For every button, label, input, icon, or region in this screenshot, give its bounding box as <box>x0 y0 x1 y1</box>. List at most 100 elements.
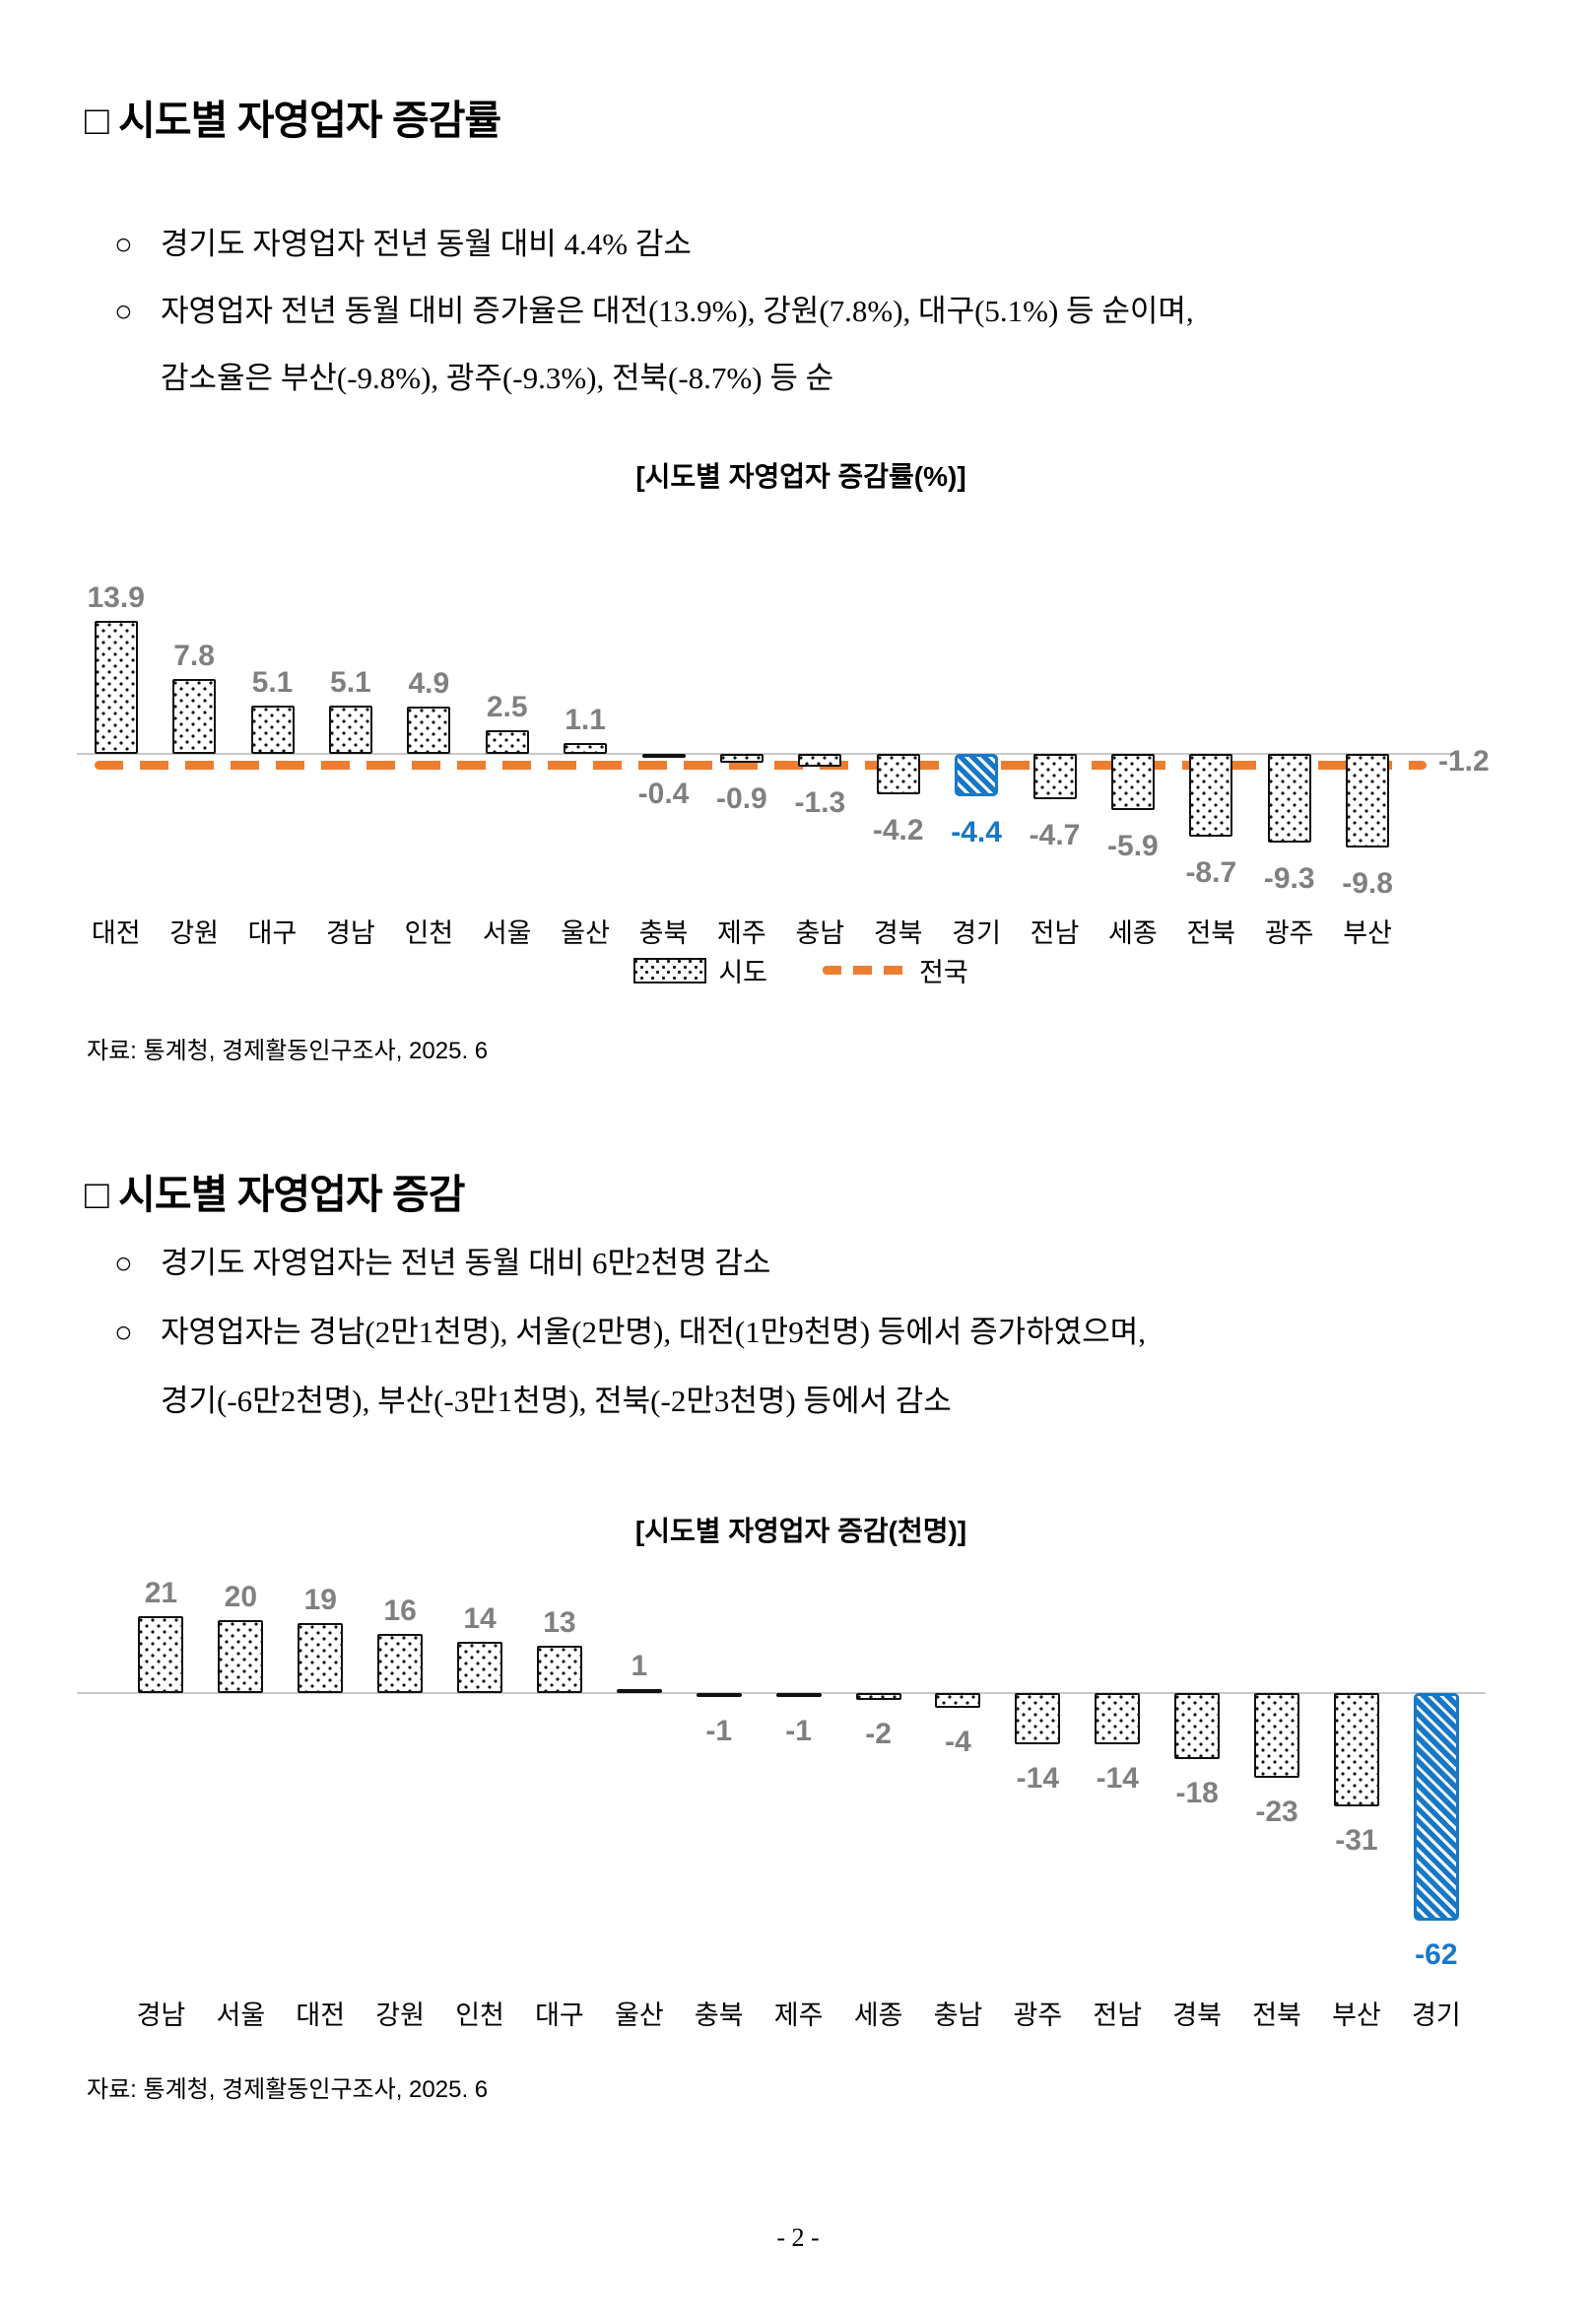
legend-label-sido: 시도 <box>718 958 767 987</box>
legend-dotted-bar-swatch <box>633 957 707 983</box>
category-label: 경북 <box>1172 2001 1222 2030</box>
count-chart-categories: 경남 서울 대전 강원 인천 대구 울산 충북 제주 세종 충남 광주 전남 경북 전북 부산 경기 <box>77 1994 1525 2030</box>
category-label: 광주 <box>1013 2001 1063 2030</box>
category-label: 경남 <box>326 918 375 948</box>
category-label: 부산 <box>1332 2001 1381 2030</box>
value-label: -14 <box>1096 1762 1139 1795</box>
value-label: 4.9 <box>408 667 450 700</box>
chart-title: [시도별 자영업자 증감률(%)] <box>635 461 966 492</box>
bullet-marker: ○ <box>114 294 133 328</box>
category-label: 대구 <box>535 2001 584 2030</box>
value-label: -2 <box>865 1718 892 1750</box>
bullet-line: 경기도 자영업자 전년 동월 대비 4.4% 감소 <box>161 227 692 261</box>
category-label: 서울 <box>216 2001 266 2030</box>
value-label: -5.9 <box>1107 830 1159 862</box>
bar-대전 <box>94 621 138 754</box>
bar-울산 <box>564 743 608 754</box>
bar-전북 <box>1189 754 1233 837</box>
bullet-lines: 경기도 자영업자 전년 동월 대비 4.4% 감소 <box>161 225 1194 292</box>
section-heading-rate: □ 시도별 자영업자 증감률 <box>85 98 501 143</box>
rate-chart-categories: 대전 강원 대구 경남 인천 서울 울산 충북 제주 충남 경북 경기 전남 세종 전북 광주 부산 <box>77 912 1525 948</box>
value-label: 20 <box>224 1581 258 1613</box>
bar-서울 <box>218 1620 264 1693</box>
rate-chart-plot: -1.2 13.9 7.8 5.1 5.1 4.9 2.5 1.1 -0.4 -0.9 -1.3 -4… <box>77 547 1525 902</box>
bar-대구 <box>536 1646 582 1693</box>
bar-전북 <box>1254 1693 1300 1778</box>
section-bullets-rate: ○ 경기도 자영업자 전년 동월 대비 4.4% 감소 ○ 자영업자 전년 동월 대비… <box>114 225 1194 426</box>
value-label: 16 <box>383 1594 417 1627</box>
value-label: -4 <box>945 1726 971 1758</box>
bullet-line: 경기도 자영업자는 전년 동월 대비 6만2천명 감소 <box>161 1246 771 1280</box>
national-average-value: -1.2 <box>1438 744 1490 778</box>
bar-인천 <box>407 707 451 754</box>
category-label: 전북 <box>1252 2001 1301 2030</box>
value-label: -62 <box>1415 1938 1458 1971</box>
page-number: - 2 - <box>776 2223 820 2252</box>
bullet-lines: 자영업자는 경남(2만1천명), 서울(2만명), 대전(1만9천명) 등에서 … <box>161 1313 1146 1451</box>
category-label: 대전 <box>296 2001 346 2030</box>
bar-서울 <box>485 730 529 754</box>
value-label: -4.4 <box>951 816 1002 848</box>
value-label: -4.2 <box>872 814 924 847</box>
bar-대전 <box>298 1623 344 1693</box>
bar-충북 <box>641 754 686 758</box>
category-label: 울산 <box>561 918 610 948</box>
category-label: 광주 <box>1264 918 1314 948</box>
category-label: 세종 <box>1108 918 1158 948</box>
value-label: -4.7 <box>1029 819 1081 851</box>
bullet-line: 감소율은 부산(-9.8%), 광주(-9.3%), 전북(-8.7%) 등 순 <box>161 361 834 395</box>
x-axis-line <box>77 753 1456 755</box>
value-label: 2.5 <box>486 691 528 723</box>
bar-인천 <box>457 1642 503 1693</box>
bullet-item: ○ 자영업자는 경남(2만1천명), 서울(2만명), 대전(1만9천명) 등에서… <box>114 1313 1146 1451</box>
category-label: 전북 <box>1186 918 1236 948</box>
category-label: 충북 <box>638 918 689 948</box>
bar-경북 <box>1174 1693 1221 1759</box>
value-label: 13.9 <box>87 581 145 614</box>
category-label: 전남 <box>1030 918 1080 948</box>
bar-경기 <box>955 754 999 796</box>
bar-경기 <box>1413 1693 1459 1921</box>
bar-경북 <box>876 754 920 794</box>
bar-부산 <box>1333 1693 1379 1806</box>
bar-대구 <box>250 706 295 754</box>
bar-울산 <box>616 1689 662 1693</box>
category-label: 제주 <box>773 2001 824 2030</box>
category-label: 충남 <box>795 918 845 948</box>
legend-orange-dash-swatch <box>823 966 907 975</box>
value-label: -9.3 <box>1263 862 1315 895</box>
bullet-lines: 경기도 자영업자는 전년 동월 대비 6만2천명 감소 <box>161 1244 1146 1313</box>
bullet-line: 자영업자는 경남(2만1천명), 서울(2만명), 대전(1만9천명) 등에서 … <box>161 1315 1146 1349</box>
bullet-item: ○ 경기도 자영업자 전년 동월 대비 4.4% 감소 <box>114 225 1194 292</box>
category-label: 부산 <box>1343 918 1392 948</box>
bullet-line: 자영업자 전년 동월 대비 증가율은 대전(13.9%), 강원(7.8%), … <box>161 294 1194 328</box>
bar-강원 <box>172 679 217 754</box>
value-label: 5.1 <box>330 666 371 699</box>
value-label: 13 <box>543 1606 576 1639</box>
source-note-count: 자료: 통계청, 경제활동인구조사, 2025. 6 <box>87 2076 489 2103</box>
value-label: 1 <box>631 1650 648 1682</box>
bullet-line: 경기(-6만2천명), 부산(-3만1천명), 전북(-2만3천명) 등에서 감… <box>161 1384 952 1418</box>
bar-부산 <box>1346 754 1390 848</box>
value-label: 14 <box>463 1602 497 1635</box>
category-label: 경북 <box>873 918 923 948</box>
category-label: 강원 <box>375 2001 425 2030</box>
value-label: -14 <box>1016 1762 1060 1795</box>
bar-강원 <box>377 1634 424 1693</box>
category-label: 세종 <box>853 2001 903 2030</box>
section-heading-count: □ 시도별 자영업자 증감 <box>85 1172 465 1217</box>
category-label: 인천 <box>404 918 454 948</box>
bar-광주 <box>1267 754 1311 843</box>
count-change-chart: [시도별 자영업자 증감(천명)] 21 20 19 16 14 13 1 -1 -1 -2 -4 -… <box>77 1510 1525 2030</box>
bar-제주 <box>775 1693 822 1697</box>
bar-충북 <box>696 1693 742 1697</box>
value-label: 21 <box>144 1577 178 1609</box>
category-label: 제주 <box>717 918 766 948</box>
category-label: 전남 <box>1093 2001 1143 2030</box>
bar-충남 <box>798 754 842 767</box>
value-label: -9.8 <box>1342 867 1393 900</box>
section-bullets-count: ○ 경기도 자영업자는 전년 동월 대비 6만2천명 감소 ○ 자영업자는 경남(2만… <box>114 1244 1146 1451</box>
source-note-rate: 자료: 통계청, 경제활동인구조사, 2025. 6 <box>87 1038 489 1064</box>
bar-세종 <box>855 1693 901 1700</box>
